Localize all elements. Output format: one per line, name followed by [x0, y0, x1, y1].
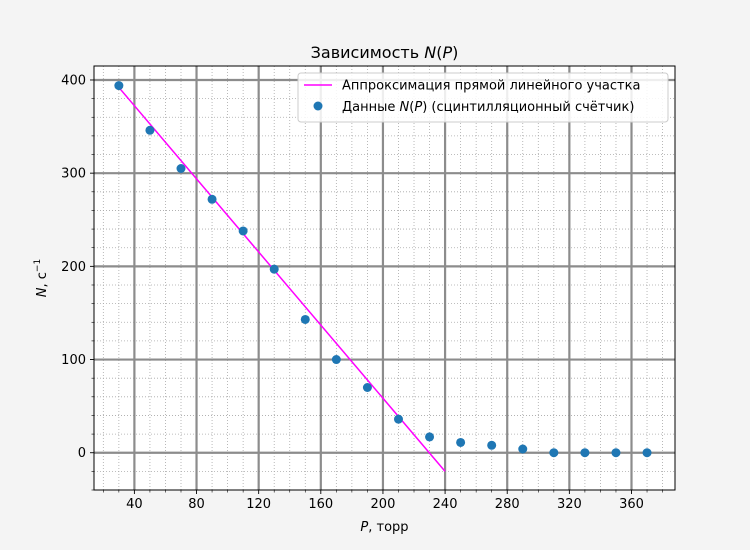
x-tick-label: 160	[308, 497, 333, 512]
data-point	[425, 432, 435, 442]
x-tick-label: 280	[495, 497, 520, 512]
x-tick-label: 40	[126, 497, 143, 512]
data-point	[518, 444, 528, 454]
legend-scatter-swatch	[313, 101, 323, 111]
data-point	[300, 314, 310, 324]
y-tick-label: 0	[78, 446, 86, 461]
data-point	[114, 81, 124, 91]
x-axis-label: P, торр	[360, 520, 408, 535]
data-point	[331, 355, 341, 365]
series-layer	[114, 81, 652, 472]
plot-frame	[93, 65, 676, 491]
data-point	[238, 226, 248, 236]
data-point	[487, 440, 497, 450]
y-tick-label: 400	[61, 73, 86, 88]
data-point	[580, 448, 590, 458]
data-point	[642, 448, 652, 458]
data-point	[207, 194, 217, 204]
y-tick-label: 100	[61, 353, 86, 368]
y-tick-label: 300	[61, 167, 86, 182]
x-tick-label: 200	[371, 497, 396, 512]
y-tick-label: 200	[61, 260, 86, 275]
data-point	[456, 437, 466, 447]
chart-title: Зависимость N(P)	[311, 43, 459, 62]
x-tick-label: 360	[619, 497, 644, 512]
x-tick-label: 240	[433, 497, 458, 512]
y-axis-label: N, с−1	[33, 259, 50, 297]
plot-area	[94, 66, 675, 490]
fit-line	[118, 86, 446, 472]
data-point	[362, 382, 372, 392]
legend-scatter-label: Данные N(P) (сцинтилляционный счётчик)	[342, 100, 634, 115]
legend-line-label: Аппроксимация прямой линейного участка	[342, 79, 640, 94]
data-point	[393, 414, 403, 424]
x-tick-label: 320	[557, 497, 582, 512]
data-point	[611, 448, 621, 458]
data-point	[549, 448, 559, 458]
x-tick-label: 80	[188, 497, 205, 512]
data-point	[269, 264, 279, 274]
data-point	[145, 125, 155, 135]
axis-ticks: 40 80 120 160 200 240 280 320 360 0 100 200 300 400	[61, 73, 663, 512]
x-tick-label: 120	[246, 497, 271, 512]
data-point	[176, 164, 186, 174]
legend-box	[297, 72, 669, 123]
legend: Аппроксимация прямой линейного участка Д…	[297, 72, 669, 123]
